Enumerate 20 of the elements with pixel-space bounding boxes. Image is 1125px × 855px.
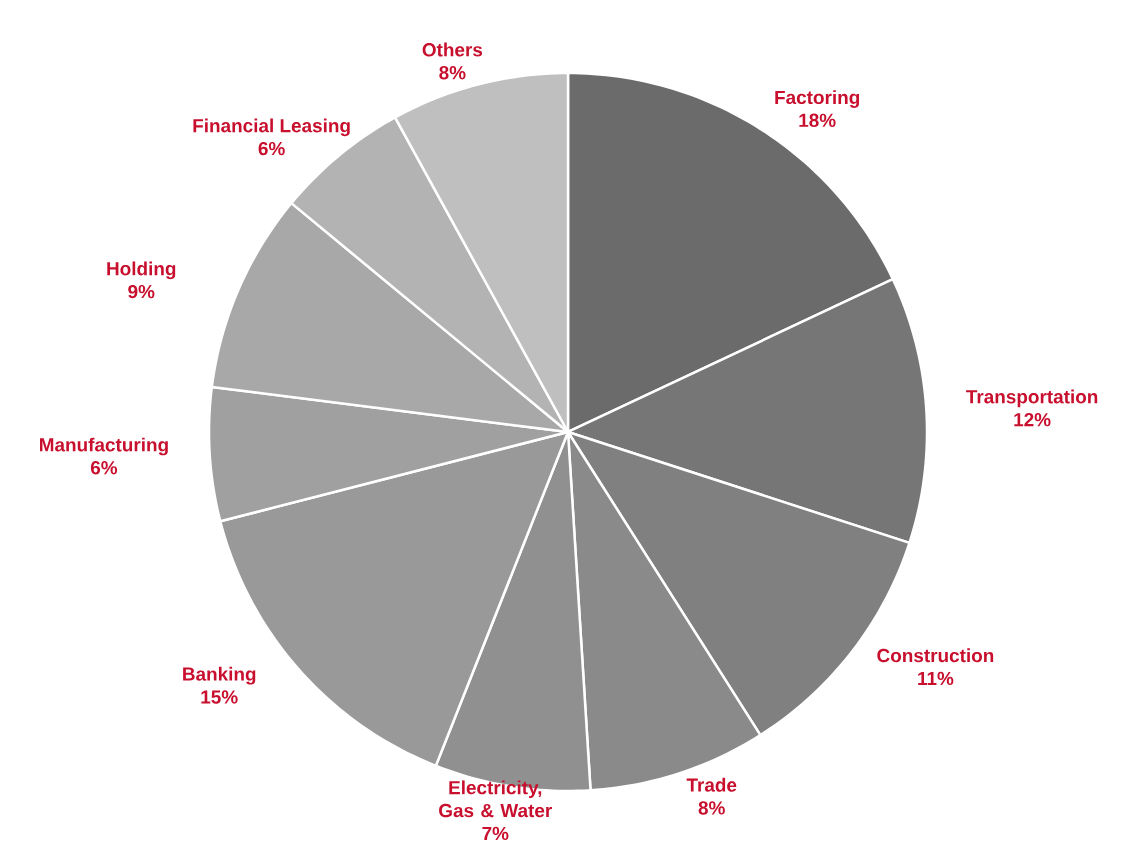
slice-label: Financial Leasing xyxy=(193,118,350,137)
data-label: 12% xyxy=(1014,412,1051,427)
data-label: 11% xyxy=(918,671,954,686)
data-label: 6% xyxy=(258,141,285,156)
slice-label: Others xyxy=(422,42,483,57)
slice-label: Holding xyxy=(107,261,176,280)
slice-label: Manufacturing xyxy=(39,437,168,456)
data-label: 8% xyxy=(439,66,466,80)
slice-label: Trade xyxy=(686,777,737,792)
slice-label: Banking xyxy=(183,666,256,685)
slice-label: Electricity, Gas & Water xyxy=(439,780,552,818)
data-label: 7% xyxy=(482,826,509,841)
slice-label: Transportation xyxy=(966,389,1098,408)
data-label: 15% xyxy=(201,690,238,704)
data-label: 6% xyxy=(90,461,118,475)
slice-label: Construction xyxy=(877,648,994,663)
slice-label: Factoring xyxy=(775,90,860,108)
data-label: 8% xyxy=(698,801,725,815)
data-label: 18% xyxy=(799,113,836,128)
data-label: 9% xyxy=(128,284,155,299)
